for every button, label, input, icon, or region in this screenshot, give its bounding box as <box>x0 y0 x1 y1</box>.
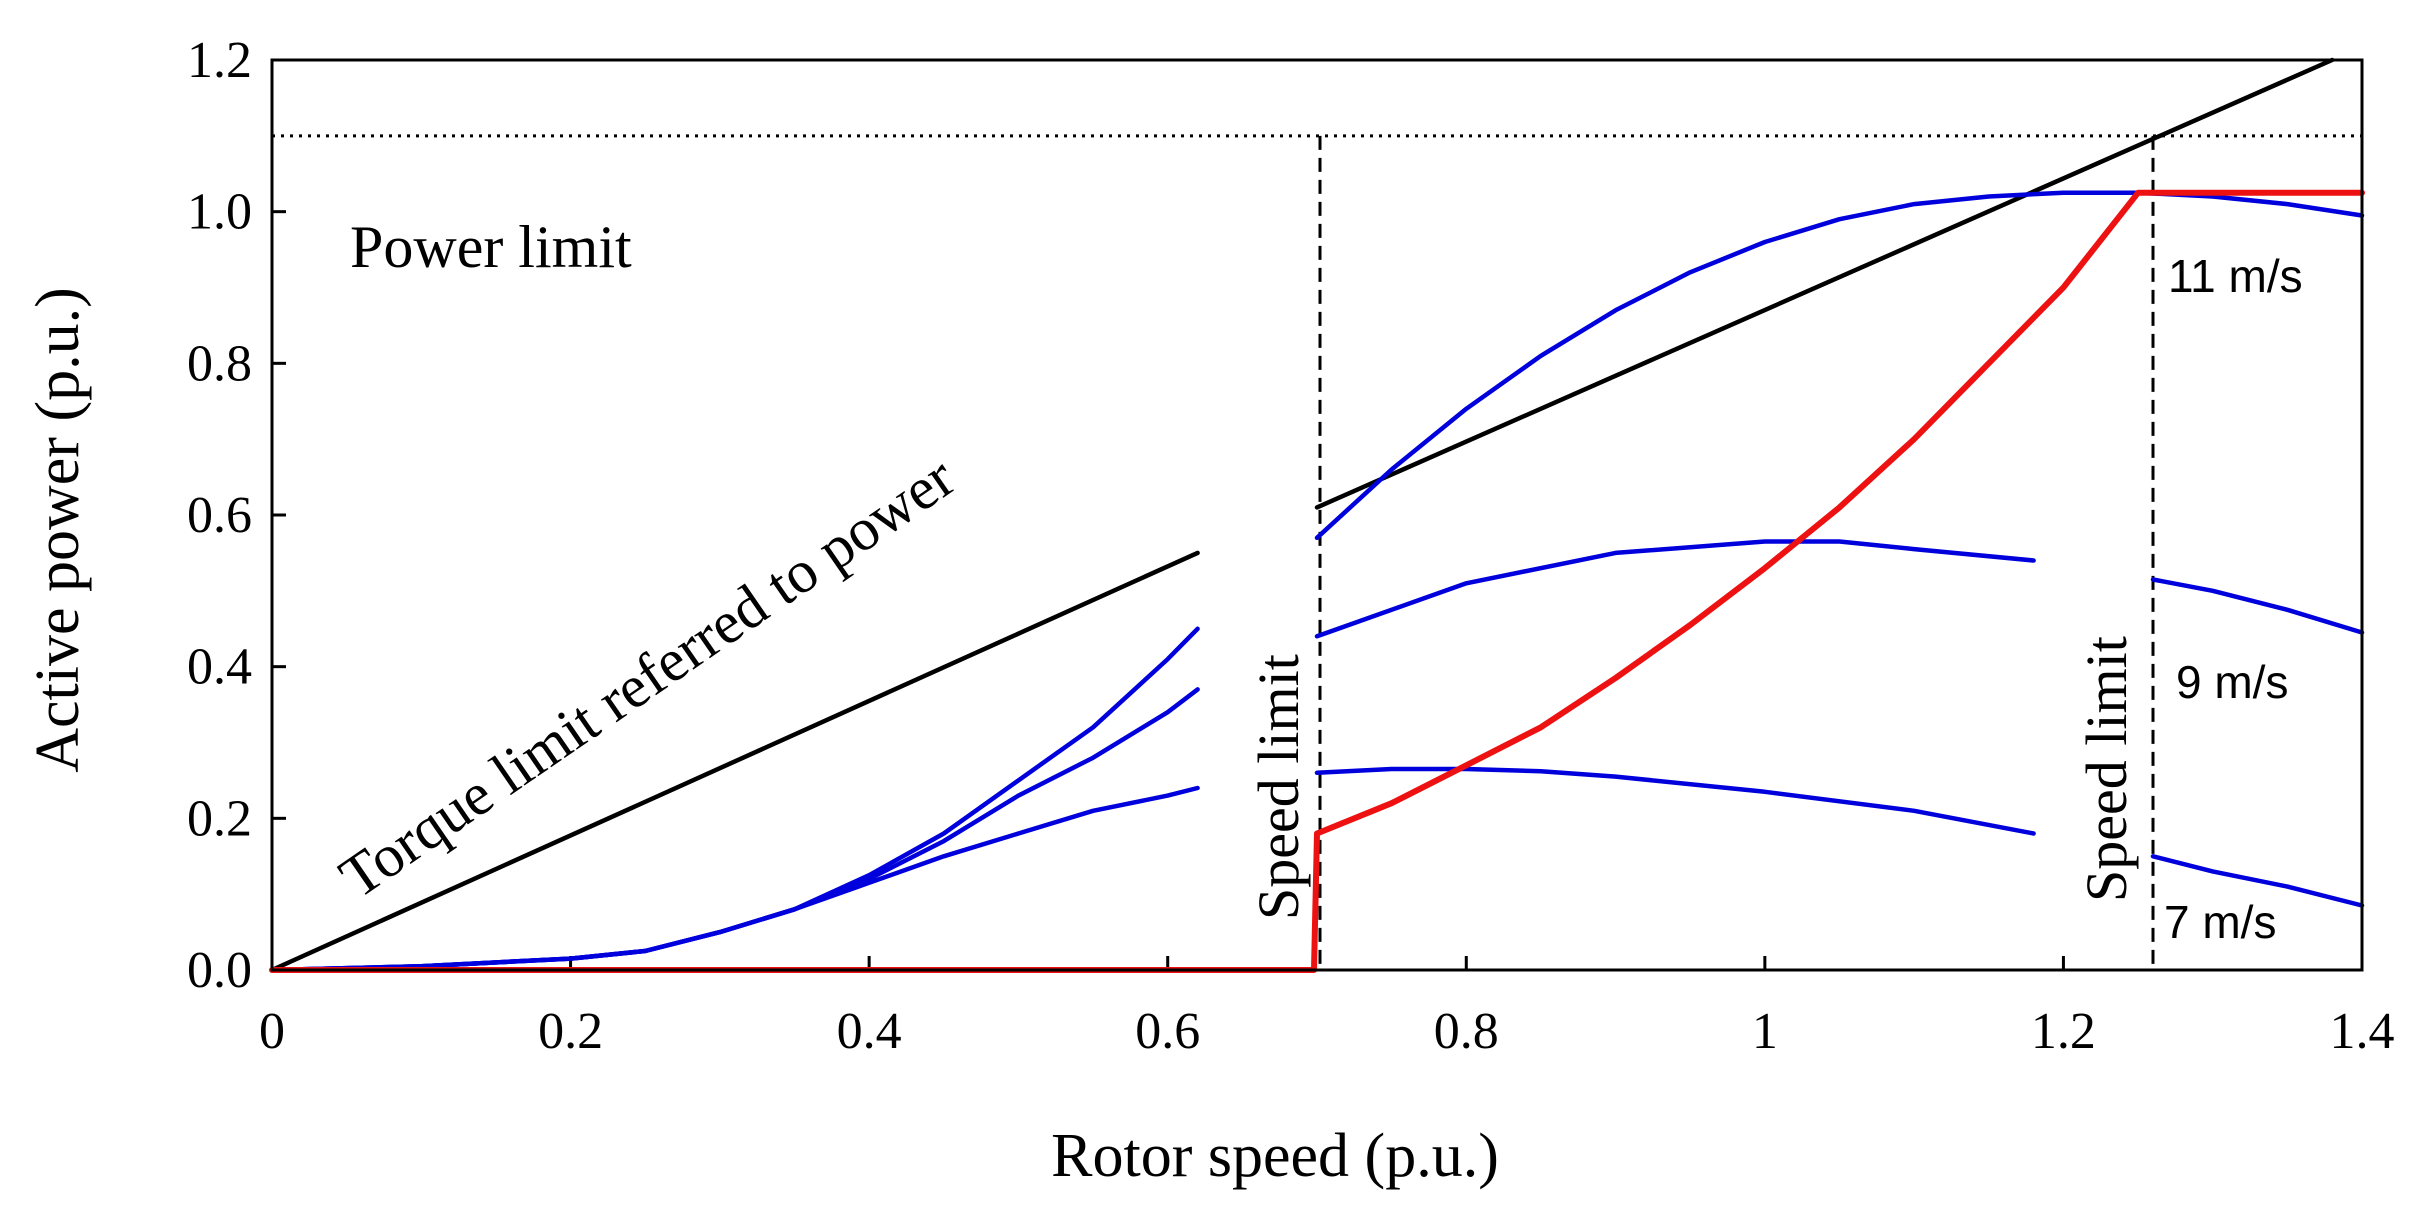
series-control-curve <box>269 189 2365 973</box>
tick-labels: 0 0.2 0.4 0.6 0.8 1 1.2 1.4 0.0 0.2 0.4 0.6 0.8 1.0 1.… <box>187 32 2395 1060</box>
series-9-m-s <box>1314 539 2036 639</box>
wind-11-label: 11 m/s <box>2168 250 2303 302</box>
y-axis-title: Active power (p.u.) <box>24 287 92 773</box>
x-tick-label: 0.8 <box>1434 1003 1499 1060</box>
x-tick-label: 1.2 <box>2031 1003 2096 1060</box>
y-tick-label: 1.2 <box>187 32 252 89</box>
series-torque-limit-referred-to-power-high-speed <box>1314 57 2335 510</box>
y-tick-label: 1.0 <box>187 184 252 241</box>
torque-limit-label: Torque limit referred to power <box>328 443 966 910</box>
series-torque-limit-referred-to-power-low-speed <box>269 550 1200 973</box>
x-axis-title: Rotor speed (p.u.) <box>1051 1122 1499 1190</box>
series-7-m-s <box>1314 766 2036 836</box>
chart-ticks <box>270 58 2364 972</box>
series-11-m-s <box>1314 190 2365 541</box>
chart-series <box>269 57 2365 973</box>
x-tick-label: 1.4 <box>2330 1003 2395 1060</box>
x-tick-label: 1 <box>1752 1003 1778 1060</box>
series-7-m-s-low-speed <box>269 785 1200 973</box>
x-tick-label: 0.2 <box>538 1003 603 1060</box>
x-tick-label: 0.6 <box>1135 1003 1200 1060</box>
y-tick-label: 0.6 <box>187 487 252 544</box>
plot-frame <box>270 58 2364 972</box>
wind-9-label: 9 m/s <box>2176 656 2288 708</box>
power-limit-label: Power limit <box>350 214 632 280</box>
y-tick-label: 0.8 <box>187 335 252 392</box>
y-tick-label: 0.4 <box>187 639 252 696</box>
y-tick-label: 0.0 <box>187 942 252 999</box>
speed-limit-high-label: Speed limit <box>2074 636 2139 902</box>
y-tick-label: 0.2 <box>187 790 252 847</box>
x-tick-label: 0.4 <box>837 1003 902 1060</box>
speed-limit-low-label: Speed limit <box>1246 654 1311 920</box>
wind-7-label: 7 m/s <box>2164 896 2276 948</box>
series-7-m-s-above-speed-limit <box>2150 854 2365 908</box>
series-9-m-s-above-speed-limit <box>2150 577 2365 635</box>
x-tick-label: 0 <box>259 1003 285 1060</box>
